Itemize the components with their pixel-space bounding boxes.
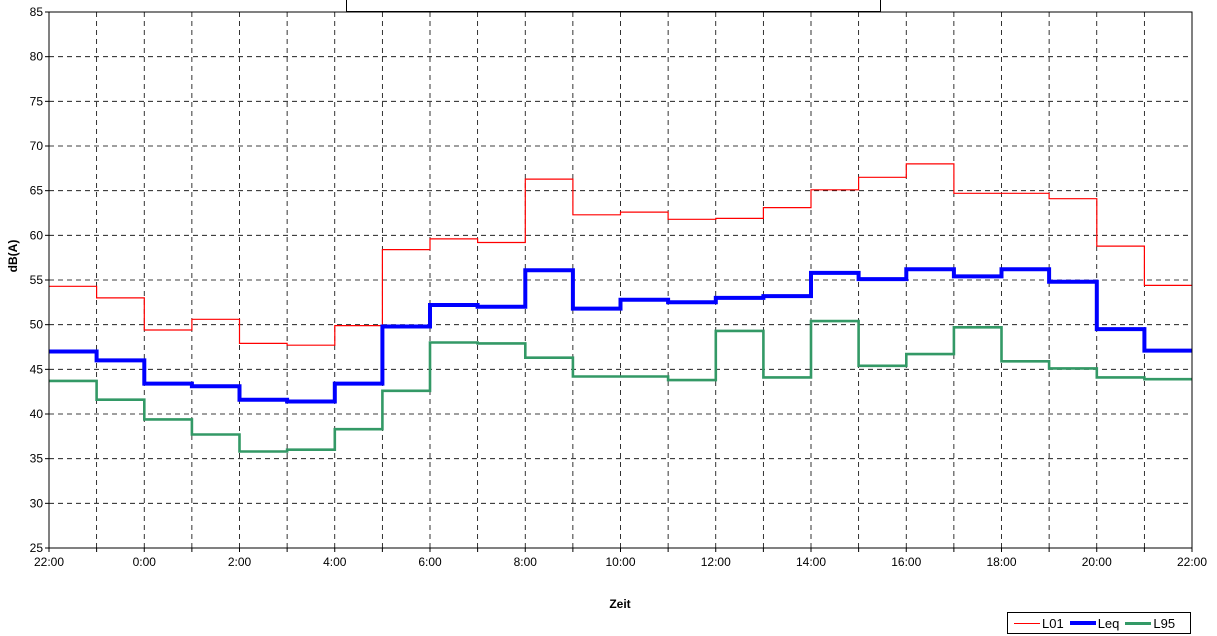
series-group: [49, 163, 1192, 453]
legend: L01 Leq L95: [1007, 612, 1191, 634]
y-tick-label: 45: [30, 362, 44, 376]
chart-title-box: [346, 0, 881, 12]
x-tick-labels: 22:00 0:00 2:00 4:00 6:00 8:00 10:00 12:00 14:00…: [34, 548, 1207, 569]
x-tick-label: 4:00: [323, 555, 347, 569]
x-tick-label: 14:00: [796, 555, 826, 569]
y-tick-label: 80: [30, 50, 44, 64]
y-tick-label: 40: [30, 407, 44, 421]
x-axis-title: Zeit: [609, 597, 630, 611]
x-tick-label: 10:00: [605, 555, 635, 569]
x-tick-label: 20:00: [1082, 555, 1112, 569]
y-tick-label: 85: [30, 5, 44, 19]
x-tick-label: 18:00: [986, 555, 1016, 569]
legend-item-l01: L01: [1014, 616, 1064, 631]
x-tick-label: 12:00: [701, 555, 731, 569]
legend-swatch-l95: [1125, 621, 1152, 625]
series-line-l95: [49, 319, 1192, 453]
y-tick-labels: 25 30 35 40 45 50 55 60 65 70 75 80 85: [30, 5, 49, 555]
x-tick-label: 22:00: [34, 555, 64, 569]
y-tick-label: 75: [30, 94, 44, 108]
y-axis-title: dB(A): [6, 240, 20, 273]
y-tick-label: 30: [30, 496, 44, 510]
series-line-leq: [49, 267, 1192, 404]
legend-label-l95: L95: [1153, 615, 1176, 631]
x-tick-label: 0:00: [133, 555, 157, 569]
y-tick-label: 70: [30, 139, 44, 153]
series-line-l01: [49, 163, 1192, 346]
y-tick-label: 35: [30, 452, 44, 466]
y-tick-label: 25: [30, 541, 44, 555]
y-tick-label: 60: [30, 228, 44, 242]
y-tick-label: 55: [30, 273, 44, 287]
legend-swatch-leq: [1069, 621, 1096, 625]
legend-item-leq: Leq: [1069, 615, 1120, 631]
grid: [49, 12, 1192, 548]
x-tick-label: 6:00: [418, 555, 442, 569]
legend-item-l95: L95: [1125, 616, 1175, 631]
y-tick-label: 65: [30, 184, 44, 198]
y-tick-label: 50: [30, 318, 44, 332]
x-tick-label: 2:00: [228, 555, 252, 569]
x-tick-label: 16:00: [891, 555, 921, 569]
legend-label-l01: L01: [1042, 615, 1064, 631]
legend-swatch-l01: [1014, 622, 1040, 624]
x-tick-label: 8:00: [514, 555, 538, 569]
legend-label-leq: Leq: [1097, 615, 1120, 631]
x-tick-label: 22:00: [1177, 555, 1207, 569]
